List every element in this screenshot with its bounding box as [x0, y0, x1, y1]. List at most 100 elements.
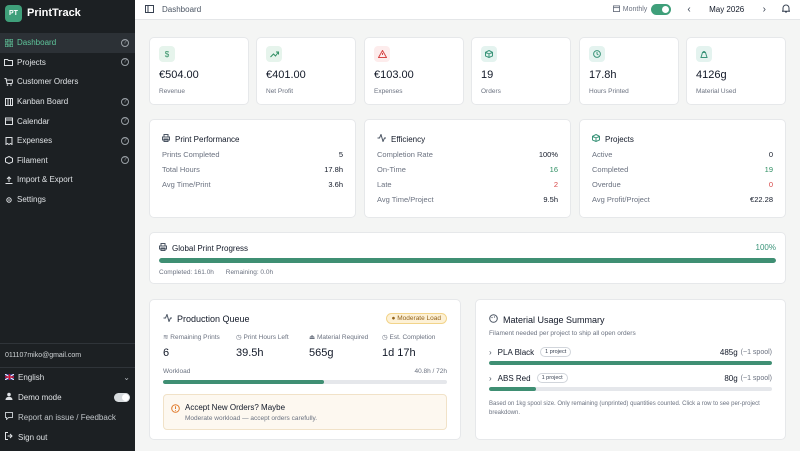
print-performance-card: Print Performance Prints Completed 5 Tota… [149, 119, 356, 218]
language-select[interactable]: English ⌄ [0, 367, 135, 387]
efficiency-card: Efficiency Completion Rate 100% On-Time 16… [364, 119, 571, 218]
app-name: PrintTrack [27, 7, 81, 19]
printer-icon [162, 134, 170, 144]
report-issue-label: Report an issue / Feedback [18, 412, 116, 422]
dollar-icon: $ [159, 46, 175, 62]
chevron-down-icon: ⌄ [123, 373, 130, 382]
metric-label: Avg Profit/Project [592, 195, 650, 204]
material-name: PLA Black [497, 347, 535, 357]
brand[interactable]: PT PrintTrack [0, 0, 135, 26]
next-month-button[interactable]: › [762, 4, 766, 15]
help-icon[interactable]: ? [121, 38, 129, 47]
sidebar-item-calendar[interactable]: Calendar ? [0, 111, 135, 131]
weight-icon [696, 46, 712, 62]
receipt-icon [4, 136, 13, 145]
material-amount: 485g [719, 347, 738, 357]
current-month: May 2026 [709, 5, 745, 14]
help-icon[interactable]: ? [121, 156, 129, 165]
material-row[interactable]: › PLA Black 1 project 485g (~1 spool) [489, 347, 772, 357]
prev-month-button[interactable]: ‹ [687, 4, 691, 15]
card-title-text: Material Usage Summary [503, 314, 605, 325]
stat-card-material-used: 4126g Material Used [686, 37, 786, 105]
card-title: Global Print Progress [159, 243, 248, 253]
bell-icon[interactable] [781, 4, 791, 15]
queue-stat-label: Est. Completion [389, 334, 436, 341]
warning-icon [374, 46, 390, 62]
sidebar-item-kanban-board[interactable]: Kanban Board ? [0, 92, 135, 112]
flag-icon [4, 373, 15, 382]
sidebar-item-projects[interactable]: Projects ? [0, 53, 135, 73]
metric-value: €22.28 [750, 195, 773, 204]
metric-value: 5 [338, 150, 343, 159]
metric-label: Overdue [592, 180, 621, 189]
sidebar-toggle-icon[interactable] [145, 4, 154, 15]
sign-out-button[interactable]: Sign out [0, 427, 135, 447]
sidebar-item-customer-orders[interactable]: Customer Orders [0, 72, 135, 92]
clock-icon: ◷ [382, 334, 388, 341]
sidebar-item-settings[interactable]: Settings [0, 190, 135, 210]
metric-label: Total Hours [162, 165, 200, 174]
workload-value: 40.8h / 72h [414, 368, 447, 375]
completed-hours: Completed: 161.0h [159, 269, 214, 276]
metric-value: 17.8h [324, 165, 343, 174]
chevron-right-icon: › [489, 347, 492, 357]
sidebar-item-label: Kanban Board [17, 97, 69, 107]
queue-stat-value: 6 [163, 347, 170, 359]
stat-card-expenses: €103.00 Expenses [364, 37, 464, 105]
help-icon[interactable]: ? [121, 117, 129, 126]
metric-row: Late 2 [377, 180, 558, 189]
cart-icon [4, 77, 13, 86]
global-progress-card: Global Print Progress 100% Completed: 16… [149, 232, 786, 284]
period-controls: Monthly ‹ May 2026 › [612, 4, 791, 15]
progress-footer: Completed: 161.0h Remaining: 0.0h [159, 269, 273, 276]
metric-label: Late [377, 180, 392, 189]
report-issue-link[interactable]: Report an issue / Feedback [0, 407, 135, 427]
card-title-text: Projects [605, 134, 634, 144]
card-title-text: Print Performance [175, 134, 240, 144]
queue-stat-label: Material Required [316, 334, 369, 341]
help-icon[interactable]: ? [121, 97, 129, 106]
metric-row: On-Time 16 [377, 165, 558, 174]
sidebar-item-label: Filament [17, 155, 48, 165]
layers-icon: ≋ [163, 334, 169, 341]
period-toggle[interactable] [651, 4, 672, 15]
user-email: 011107miko@gmail.com [5, 352, 82, 359]
metric-value: 9.5h [543, 195, 558, 204]
logout-icon [5, 432, 14, 442]
metric-label: Avg Time/Print [162, 180, 211, 189]
card-title: Print Performance [162, 134, 239, 144]
help-icon[interactable]: ? [121, 136, 129, 145]
stat-label: Hours Printed [589, 88, 629, 95]
topbar: Dashboard Monthly ‹ May 2026 › [135, 0, 800, 20]
folder-icon [4, 58, 13, 67]
clock-icon: ◷ [236, 334, 242, 341]
stat-value: 19 [481, 69, 494, 81]
language-label: English [18, 373, 45, 382]
queue-stat-label: Remaining Prints [170, 334, 220, 341]
material-row[interactable]: › ABS Red 1 project 80g (~1 spool) [489, 373, 772, 383]
alert-circle-icon [171, 404, 180, 415]
queue-stat: ◷ Print Hours Left 39.5h [236, 333, 289, 359]
smile-icon: ● [391, 315, 396, 322]
projects-card: Projects Active 0 Completed 19 Overdue 0 Av… [579, 119, 786, 218]
help-icon[interactable]: ? [121, 58, 129, 67]
project-count-badge: 1 project [536, 373, 568, 383]
clock-icon [589, 46, 605, 62]
production-queue-card: Production Queue ● Moderate Load ≋ Remai… [149, 299, 461, 440]
workload-fill [163, 380, 325, 384]
material-note: Based on 1kg spool size. Only remaining … [489, 401, 760, 416]
calendar-icon [4, 117, 13, 126]
progress-bar [159, 258, 776, 263]
sign-out-label: Sign out [18, 432, 48, 442]
metric-row: Completed 19 [592, 165, 773, 174]
metric-row: Completion Rate 100% [377, 150, 558, 159]
sidebar-item-filament[interactable]: Filament ? [0, 151, 135, 171]
sidebar-item-dashboard[interactable]: Dashboard ? [0, 33, 135, 53]
demo-mode-label: Demo mode [18, 392, 62, 402]
demo-mode-toggle[interactable] [114, 392, 130, 402]
upload-icon [4, 175, 13, 184]
sidebar-item-label: Projects [17, 57, 46, 67]
sidebar-item-import-export[interactable]: Import & Export [0, 170, 135, 190]
period-label: Monthly [622, 6, 648, 13]
sidebar-item-expenses[interactable]: Expenses ? [0, 131, 135, 151]
